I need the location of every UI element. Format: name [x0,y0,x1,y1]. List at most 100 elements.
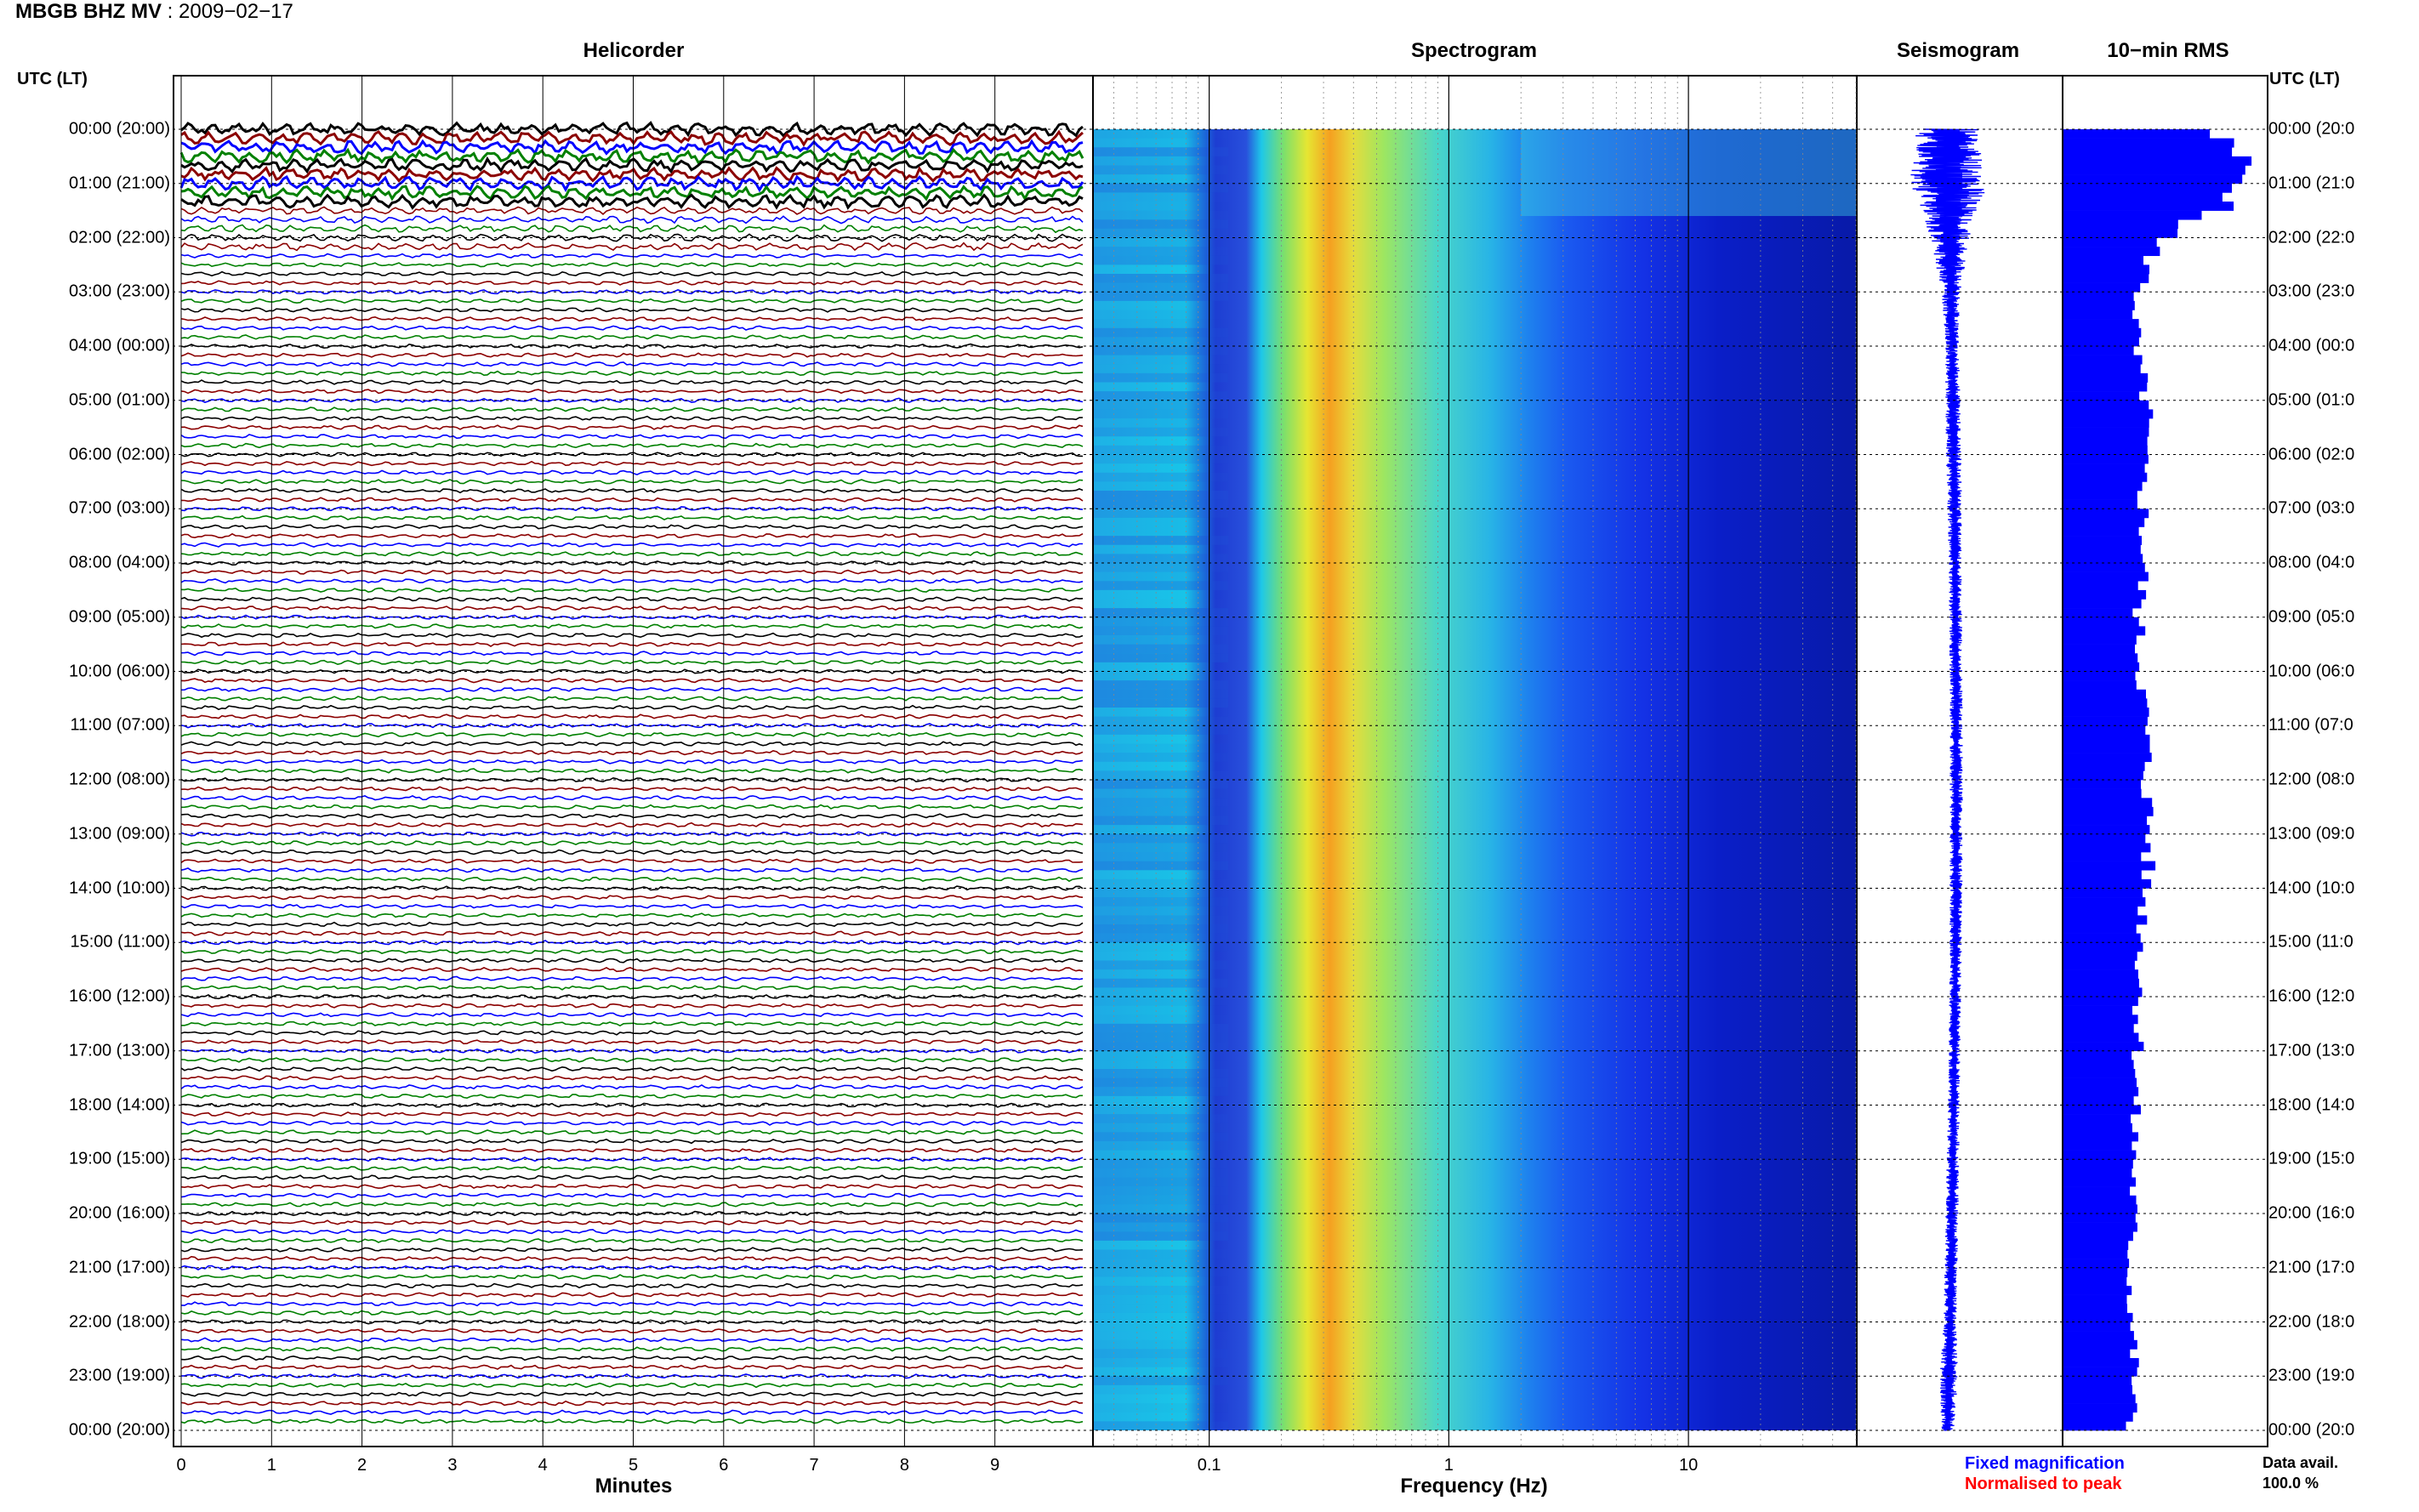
spectrogram-row [1094,1267,1228,1277]
rms-bar [2063,635,2137,645]
spectrogram-row [1094,608,1228,617]
rms-bar [2063,1141,2132,1151]
spectrogram-row [1094,1294,1228,1305]
hour-tick-right: 00:00 (20:0 [2268,119,2355,139]
seismogram-title: Seismogram [1896,39,2020,62]
helicorder-trace [180,641,1084,647]
spectrogram-row [1094,554,1228,563]
spectrogram-row [1094,1204,1228,1214]
helicorder-trace [180,270,1084,277]
helicorder-trace [180,307,1084,313]
spectrogram-row [1094,1376,1228,1385]
rms-bar [2063,255,2143,265]
spectrogram-image [1094,129,1856,1430]
helicorder-trace [180,532,1084,539]
spectrogram-row [1094,1005,1228,1015]
helicorder-trace [180,1337,1084,1343]
rms-bar [2063,1231,2133,1242]
rms-bar [2063,1376,2132,1386]
helicorder-trace [180,1192,1084,1198]
spectrogram-row [1094,653,1228,662]
helicorder-trace [180,1409,1084,1416]
spectrogram-row [1094,770,1228,780]
helicorder-title: Helicorder [583,39,685,62]
helicorder-trace [180,1418,1084,1424]
helicorder-trace [180,587,1084,594]
helicorder-trace [180,298,1084,304]
helicorder-trace [180,233,1084,242]
rms-bar [2063,445,2148,455]
spectrogram-row [1094,219,1228,229]
spectrogram-row [1094,147,1228,156]
spectrogram-row [1094,708,1228,717]
helicorder-x-tick: 4 [538,1456,548,1475]
helicorder-trace [180,975,1084,982]
spectrogram-row [1094,491,1228,500]
helicorder-trace [180,1346,1084,1352]
rms-bar [2063,780,2141,789]
rms-bar [2063,1394,2136,1404]
rms-bar [2063,1050,2132,1060]
spectrogram-row [1094,544,1228,554]
helicorder-trace [180,939,1084,946]
rms-bar [2063,1339,2137,1350]
rms-bar [2063,310,2133,320]
helicorder-trace [180,921,1084,928]
spectrogram-row [1094,1159,1228,1168]
rms-bar [2063,138,2234,148]
rms-bar [2063,1069,2136,1078]
spectrogram-xlabel: Frequency (Hz) [1400,1475,1548,1498]
spectrogram-row [1094,698,1228,708]
helicorder-trace [180,1030,1084,1036]
hour-tick-right: 04:00 (00:0 [2268,336,2355,355]
helicorder-trace [180,442,1084,449]
rms-bar [2063,364,2141,374]
helicorder-trace [180,605,1084,611]
rms-bar [2063,1077,2137,1088]
rms-bar [2063,1322,2131,1332]
helicorder-trace [180,623,1084,629]
rms-bar [2063,1358,2139,1367]
hour-tick-left: 18:00 (14:00) [69,1095,170,1114]
rms-bar [2063,915,2148,925]
helicorder-trace [180,1003,1084,1009]
hour-tick-right: 03:00 (23:0 [2268,281,2355,301]
spectrogram-row [1094,878,1228,889]
hour-tick-left: 02:00 (22:00) [69,228,170,247]
hour-tick-right: 01:00 (21:0 [2268,173,2355,193]
rms-bar [2063,183,2232,193]
hour-tick-left: 03:00 (23:00) [69,281,170,301]
hour-tick-right: 15:00 (11:0 [2268,932,2354,952]
rms-bar [2063,526,2139,537]
spectrogram-row [1094,228,1228,238]
hour-tick-right: 07:00 (03:0 [2268,498,2355,518]
spectrogram-row [1094,852,1228,861]
helicorder-trace [180,361,1084,367]
rms-bar [2063,833,2146,844]
rms-bar [2063,282,2141,293]
spectrogram-row [1094,499,1228,509]
hour-tick-left: 15:00 (11:00) [70,932,171,952]
helicorder-trace [181,704,1084,711]
rms-bar [2063,843,2151,853]
spectrogram-row [1094,1077,1228,1088]
spectrogram-row [1094,1141,1228,1151]
rms-bar [2063,1015,2138,1025]
rms-bar [2063,499,2137,509]
helicorder-trace [180,497,1084,503]
rms-title: 10−min RMS [2107,39,2229,62]
rms-bar [2063,987,2143,998]
helicorder-trace [180,379,1084,385]
hour-tick-left: 20:00 (16:00) [69,1203,170,1223]
spectrogram-row [1094,689,1228,699]
rms-bar [2063,147,2233,157]
spectrogram-row [1094,942,1228,952]
rms-bar [2063,816,2148,826]
title-separator: : [161,0,179,23]
spectrogram-row [1094,924,1228,934]
helicorder-trace [181,1210,1084,1217]
spectrogram-row [1094,969,1228,979]
helicorder-trace [180,406,1084,412]
helicorder-trace [180,993,1084,1000]
helicorder-trace [180,614,1084,620]
